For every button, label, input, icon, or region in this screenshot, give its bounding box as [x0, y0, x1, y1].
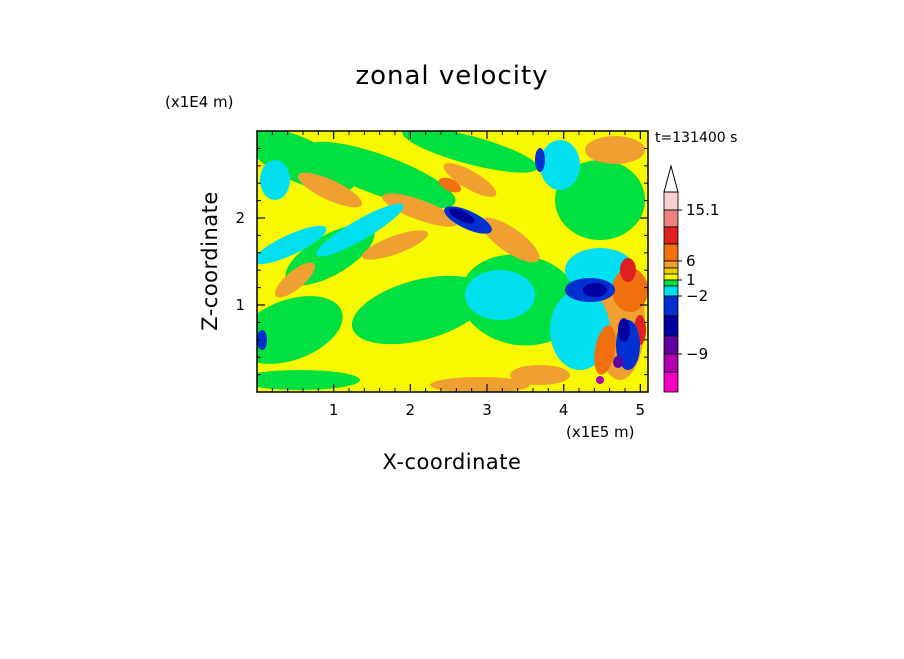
colorbar-segment	[663, 315, 679, 337]
y-tick-label: 1	[235, 296, 245, 314]
x-axis-label: X-coordinate	[383, 450, 522, 474]
contour-region	[596, 376, 604, 384]
contour-region	[443, 163, 497, 197]
colorbar-label: −2	[686, 287, 708, 305]
x-tick-label: 1	[329, 401, 339, 419]
contour-region	[382, 193, 458, 227]
contour-region	[316, 203, 404, 257]
contour-region	[594, 325, 616, 375]
contour-region	[274, 262, 316, 298]
contour-region	[361, 230, 429, 260]
contour-region	[257, 131, 356, 193]
contour-field	[257, 131, 648, 392]
contour-region	[438, 177, 462, 193]
colorbar-segment	[663, 353, 679, 373]
contour-region	[430, 377, 530, 392]
x-axis-unit: (x1E5 m)	[566, 423, 635, 441]
colorbar-segment	[663, 243, 679, 262]
colorbar-segment	[663, 226, 679, 245]
colorbar-segment	[663, 267, 679, 275]
colorbar-extend-arrow	[663, 164, 679, 193]
contour-region	[613, 356, 623, 368]
colorbar-segment	[663, 295, 679, 317]
colorbar-segment	[663, 191, 679, 211]
contour-region	[257, 370, 360, 390]
colorbar-label: 15.1	[686, 201, 719, 219]
y-tick-label: 2	[235, 209, 245, 227]
chart-title: zonal velocity	[355, 61, 548, 91]
contour-region	[304, 141, 456, 209]
x-tick-label: 3	[482, 401, 492, 419]
colorbar-segment	[663, 335, 679, 355]
contour-region	[257, 330, 267, 350]
contour-region	[260, 160, 290, 200]
contour-region	[510, 365, 570, 385]
contour-region	[449, 208, 475, 224]
contour-region	[540, 140, 580, 190]
colorbar-label: 6	[686, 252, 696, 270]
contour-region	[618, 318, 630, 342]
colorbar-segment	[663, 273, 679, 281]
contour-region	[402, 131, 538, 173]
x-tick-label: 5	[636, 401, 646, 419]
x-tick-label: 4	[559, 401, 569, 419]
contour-region	[257, 225, 327, 265]
contour-region	[480, 217, 540, 263]
colorbar-label: 1	[686, 271, 696, 289]
x-tick-label: 2	[406, 401, 416, 419]
contour-region	[351, 275, 489, 345]
contour-region	[297, 172, 363, 208]
colorbar-segment	[663, 371, 679, 393]
contour-region	[535, 148, 545, 172]
colorbar-segment	[663, 209, 679, 228]
contour-region	[585, 136, 645, 164]
colorbar-segment	[663, 279, 679, 287]
colorbar-segment	[663, 285, 679, 297]
contour-region	[620, 258, 636, 282]
x-axis-ticks: 1 2 3 4 5	[271, 131, 646, 419]
y-axis-unit: (x1E4 m)	[165, 93, 234, 111]
y-axis-ticks: 12	[235, 147, 648, 376]
contour-region	[555, 160, 645, 240]
contour-region	[465, 270, 535, 320]
plot-frame	[256, 130, 649, 393]
y-axis-label: Z-coordinate	[198, 191, 222, 331]
colorbar-label: −9	[686, 345, 708, 363]
contour-region	[583, 283, 607, 297]
time-label: t=131400 s	[655, 130, 737, 146]
colorbar: 15.1 61−2 −9	[663, 164, 719, 393]
contour-region	[612, 268, 648, 312]
colorbar-segment	[663, 260, 679, 269]
